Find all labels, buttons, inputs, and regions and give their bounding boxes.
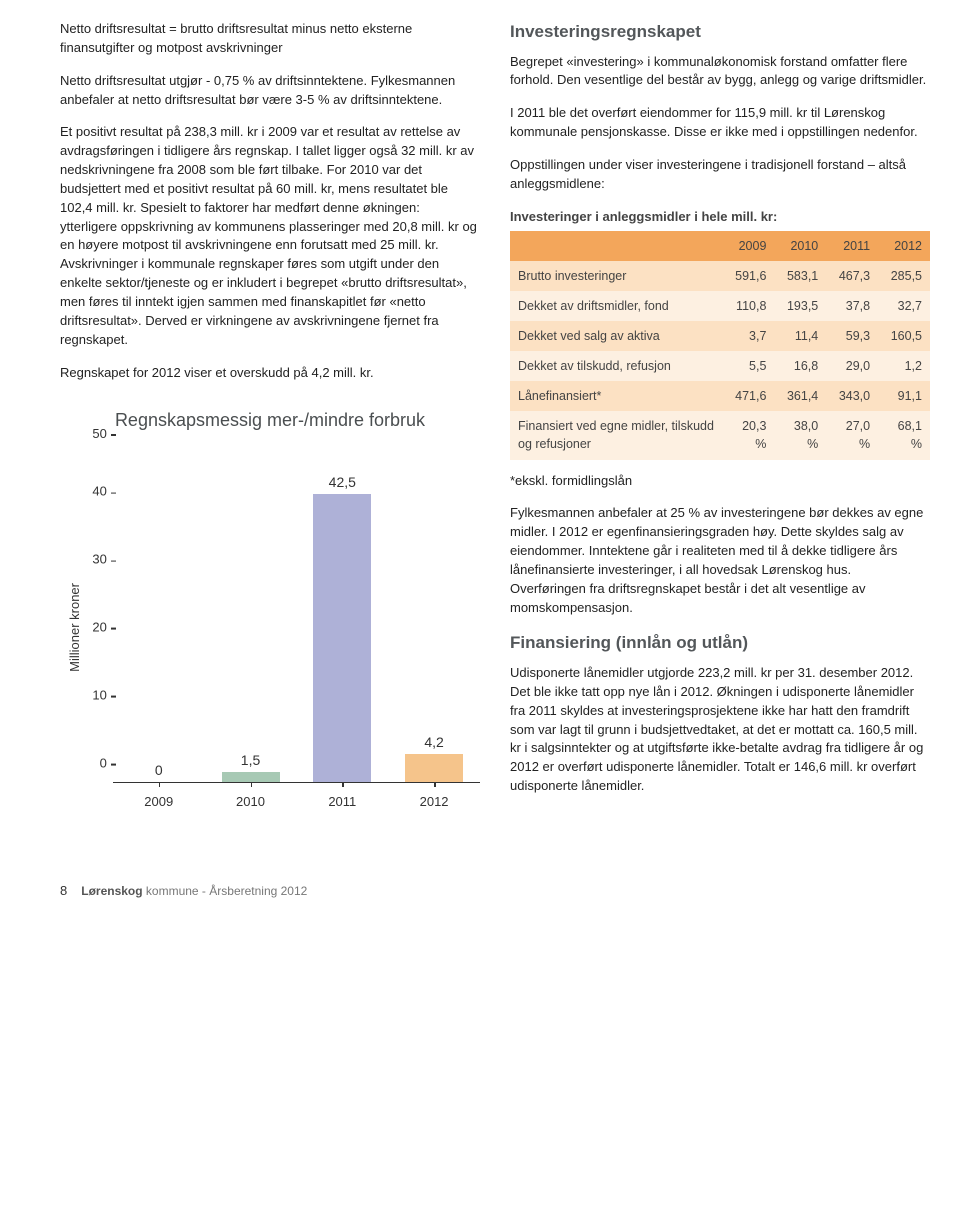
value-cell: 20,3 % [723, 411, 775, 459]
paragraph: Udisponerte lånemidler utgjorde 223,2 mi… [510, 664, 930, 796]
row-label-cell: Finansiert ved egne midler, tilskudd og … [510, 411, 723, 459]
value-cell: 583,1 [774, 261, 826, 291]
value-cell: 27,0 % [826, 411, 878, 459]
value-cell: 59,3 [826, 321, 878, 351]
table-row: Finansiert ved egne midler, tilskudd og … [510, 411, 930, 459]
section-heading: Finansiering (innlån og utlån) [510, 631, 930, 656]
bar-value-label: 1,5 [241, 750, 260, 770]
bar-value-label: 42,5 [329, 472, 356, 492]
table-row: Dekket av tilskudd, refusjon5,516,829,01… [510, 351, 930, 381]
table-row: Dekket ved salg av aktiva3,711,459,3160,… [510, 321, 930, 351]
y-tick: 20 [85, 619, 107, 638]
investment-table: 2009201020112012 Brutto investeringer591… [510, 231, 930, 460]
y-axis-label: Millioner kroner [60, 583, 85, 672]
paragraph: I 2011 ble det overført eiendommer for 1… [510, 104, 930, 142]
y-tick: 0 [85, 754, 107, 773]
value-cell: 3,7 [723, 321, 775, 351]
x-tick: 2009 [130, 787, 188, 812]
footer-brand: Lørenskog [81, 884, 142, 898]
table-header-cell: 2010 [774, 231, 826, 261]
table-header-cell: 2011 [826, 231, 878, 261]
plot-area: 50403020100 01,542,54,2 [113, 443, 480, 783]
right-column: Investeringsregnskapet Begrepet «investe… [510, 20, 930, 812]
footer-text: Lørenskog kommune - Årsberetning 2012 [81, 883, 307, 900]
bar: 4,2 [405, 754, 463, 782]
paragraph: Regnskapet for 2012 viser et overskudd p… [60, 364, 480, 383]
paragraph: Fylkesmannen anbefaler at 25 % av invest… [510, 504, 930, 617]
bar-value-label: 0 [155, 760, 163, 780]
value-cell: 1,2 [878, 351, 930, 381]
row-label-cell: Lånefinansiert* [510, 381, 723, 411]
table-row: Dekket av driftsmidler, fond110,8193,537… [510, 291, 930, 321]
y-tick: 40 [85, 483, 107, 502]
value-cell: 38,0 % [774, 411, 826, 459]
row-label-cell: Dekket av tilskudd, refusjon [510, 351, 723, 381]
y-tick: 50 [85, 425, 107, 444]
row-label-cell: Brutto investeringer [510, 261, 723, 291]
table-row: Brutto investeringer591,6583,1467,3285,5 [510, 261, 930, 291]
page-number: 8 [60, 882, 67, 901]
value-cell: 361,4 [774, 381, 826, 411]
value-cell: 16,8 [774, 351, 826, 381]
bar-value-label: 4,2 [424, 732, 443, 752]
value-cell: 32,7 [878, 291, 930, 321]
row-label-cell: Dekket ved salg av aktiva [510, 321, 723, 351]
section-heading: Investeringsregnskapet [510, 20, 930, 45]
bar: 42,5 [313, 494, 371, 782]
paragraph: Oppstillingen under viser investeringene… [510, 156, 930, 194]
value-cell: 591,6 [723, 261, 775, 291]
value-cell: 160,5 [878, 321, 930, 351]
row-label-cell: Dekket av driftsmidler, fond [510, 291, 723, 321]
page-footer: 8 Lørenskog kommune - Årsberetning 2012 [60, 882, 930, 901]
paragraph: Netto driftsresultat utgjør - 0,75 % av … [60, 72, 480, 110]
left-column: Netto driftsresultat = brutto driftsresu… [60, 20, 480, 812]
bar: 1,5 [222, 772, 280, 782]
table-row: Lånefinansiert*471,6361,4343,091,1 [510, 381, 930, 411]
value-cell: 471,6 [723, 381, 775, 411]
x-tick: 2012 [405, 787, 463, 812]
chart-title: Regnskapsmessig mer-/mindre forbruk [60, 407, 480, 433]
paragraph: Begrepet «investering» i kommunaløkonomi… [510, 53, 930, 91]
value-cell: 68,1 % [878, 411, 930, 459]
value-cell: 37,8 [826, 291, 878, 321]
x-tick: 2011 [313, 787, 371, 812]
value-cell: 29,0 [826, 351, 878, 381]
x-tick: 2010 [222, 787, 280, 812]
table-header-cell: 2012 [878, 231, 930, 261]
value-cell: 343,0 [826, 381, 878, 411]
paragraph: Netto driftsresultat = brutto driftsresu… [60, 20, 480, 58]
table-footnote: *ekskl. formidlingslån [510, 472, 930, 491]
value-cell: 91,1 [878, 381, 930, 411]
value-cell: 5,5 [723, 351, 775, 381]
value-cell: 11,4 [774, 321, 826, 351]
table-header-cell [510, 231, 723, 261]
footer-rest: kommune - Årsberetning 2012 [143, 884, 308, 898]
value-cell: 285,5 [878, 261, 930, 291]
value-cell: 193,5 [774, 291, 826, 321]
paragraph: Et positivt resultat på 238,3 mill. kr i… [60, 123, 480, 349]
bar-chart: Regnskapsmessig mer-/mindre forbruk Mill… [60, 407, 480, 812]
value-cell: 110,8 [723, 291, 775, 321]
table-header-cell: 2009 [723, 231, 775, 261]
y-tick: 10 [85, 686, 107, 705]
y-tick: 30 [85, 551, 107, 570]
table-caption: Investeringer i anleggsmidler i hele mil… [510, 208, 930, 227]
value-cell: 467,3 [826, 261, 878, 291]
